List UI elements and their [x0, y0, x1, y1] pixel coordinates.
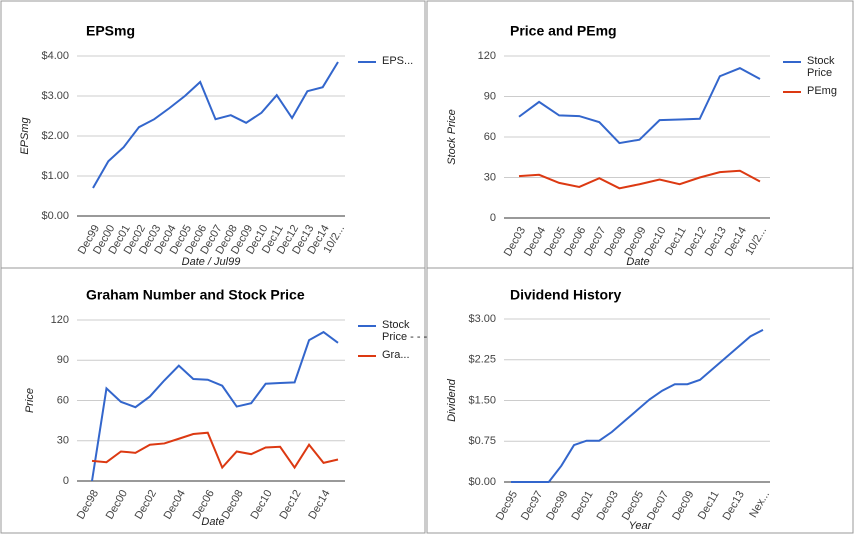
series-line	[518, 169, 761, 190]
legend: Stock Price PEmg	[783, 55, 855, 103]
series-line	[91, 431, 339, 470]
x-tick-label: 10/2...	[743, 225, 769, 257]
x-tick-label: Dec12	[277, 488, 303, 522]
x-tick-label: Dec10	[248, 488, 274, 522]
legend: Stock Price - - - Gra...	[358, 319, 430, 367]
y-tick-label: $0.00	[468, 476, 496, 488]
series-line	[518, 67, 761, 145]
legend-entry: EPS...	[358, 55, 444, 67]
x-tick-label: Dec14	[306, 488, 332, 522]
legend-label: EPS...	[382, 55, 414, 67]
chart-title: Dividend History	[510, 287, 621, 303]
x-tick-label: Dec09	[670, 489, 696, 523]
x-axis-title: Date	[201, 516, 224, 528]
legend-entry: Stock Price	[783, 55, 855, 79]
x-axis-title: Year	[629, 520, 653, 532]
x-tick-label: Nex...	[747, 489, 772, 520]
y-tick-label: 90	[484, 90, 496, 102]
x-tick-label: Dec97	[519, 489, 545, 523]
x-tick-label: Dec00	[104, 488, 130, 522]
x-tick-label: Dec07	[645, 489, 671, 523]
y-tick-label: $2.00	[41, 130, 69, 142]
panel-border	[0, 267, 426, 534]
y-tick-label: 120	[51, 314, 69, 326]
chart-title: EPSmg	[86, 23, 135, 39]
chart-title: Graham Number and Stock Price	[86, 287, 305, 303]
y-axis-title: Stock Price	[446, 109, 458, 165]
legend-entry: Stock Price - - -	[358, 319, 430, 343]
x-tick-label: Dec99	[544, 489, 570, 523]
y-tick-label: $4.00	[41, 50, 69, 62]
legend-label: Stock Price	[807, 55, 835, 79]
legend: EPS...	[358, 55, 444, 73]
chart-title: Price and PEmg	[510, 23, 617, 39]
y-tick-label: 90	[57, 354, 69, 366]
x-tick-label: Dec95	[494, 489, 520, 523]
y-tick-label: 30	[57, 435, 69, 447]
y-tick-label: 60	[484, 131, 496, 143]
legend-swatch	[358, 61, 376, 63]
y-tick-label: $3.00	[41, 90, 69, 102]
y-tick-label: $2.25	[468, 354, 496, 366]
legend-swatch	[783, 91, 801, 93]
legend-label: Stock Price - - -	[382, 319, 428, 343]
y-tick-label: $1.00	[41, 170, 69, 182]
legend-entry: PEmg	[783, 85, 855, 97]
series-line	[91, 330, 339, 482]
x-tick-label: Dec01	[569, 489, 595, 523]
legend-label: Gra...	[382, 349, 410, 361]
x-tick-label: Dec04	[162, 488, 188, 522]
x-axis-title: Date / Jul99	[182, 256, 241, 268]
x-tick-label: Dec98	[75, 488, 101, 522]
panel-border	[426, 267, 854, 534]
legend-swatch	[358, 325, 376, 327]
y-axis-title: Price	[24, 388, 36, 413]
legend-entry: Gra...	[358, 349, 430, 361]
legend-swatch	[783, 61, 801, 63]
y-axis-title: Dividend	[446, 378, 458, 422]
y-tick-label: $0.00	[41, 210, 69, 222]
x-tick-label: Dec03	[595, 489, 621, 523]
y-tick-label: 0	[490, 212, 496, 224]
y-tick-label: 0	[63, 475, 69, 487]
y-tick-label: $0.75	[468, 435, 496, 447]
legend-swatch	[358, 355, 376, 357]
x-tick-label: Dec11	[696, 489, 722, 522]
series-line	[92, 61, 339, 189]
y-tick-label: $3.00	[468, 313, 496, 325]
x-tick-label: Dec02	[133, 488, 159, 522]
y-tick-label: 120	[478, 50, 496, 62]
x-axis-title: Date	[626, 256, 649, 268]
y-tick-label: 60	[57, 394, 69, 406]
legend-label: PEmg	[807, 85, 837, 97]
x-tick-label: Dec13	[721, 489, 747, 523]
y-axis-title: EPSmg	[19, 116, 31, 154]
y-tick-label: 30	[484, 171, 496, 183]
y-tick-label: $1.50	[468, 394, 496, 406]
x-tick-label: Dec05	[620, 489, 646, 523]
series-line	[511, 328, 764, 483]
